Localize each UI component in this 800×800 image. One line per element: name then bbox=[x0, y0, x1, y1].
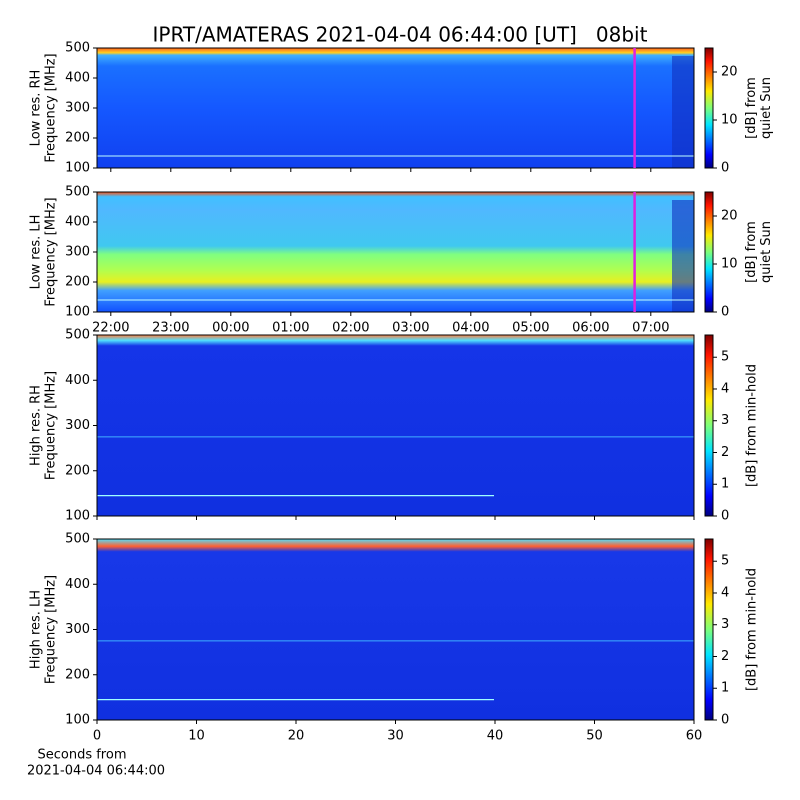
colorbar-tick-label: 0 bbox=[721, 713, 729, 728]
colorbar-tick-label: 0 bbox=[721, 161, 729, 176]
x-tick-label: 30 bbox=[387, 729, 404, 744]
colorbar-tick-label: 4 bbox=[721, 585, 729, 600]
y-tick-label: 200 bbox=[65, 131, 90, 146]
x-tick-label: 10 bbox=[188, 729, 205, 744]
colorbar-label: [dB] from bbox=[744, 77, 759, 139]
y-tick-label: 100 bbox=[65, 509, 90, 524]
spectrogram-image bbox=[97, 48, 694, 168]
y-axis-label: Frequency [MHz] bbox=[44, 371, 59, 480]
colorbar-tick-label: 0 bbox=[721, 305, 729, 320]
y-axis-label: High res. RH bbox=[29, 385, 44, 466]
x-tick-label: 02:00 bbox=[332, 321, 369, 336]
colorbar bbox=[704, 334, 714, 517]
y-tick-label: 500 bbox=[65, 185, 90, 200]
colorbar-label: [dB] from bbox=[744, 221, 759, 283]
colorbar-tick-label: 2 bbox=[721, 649, 729, 664]
y-tick-label: 300 bbox=[65, 101, 90, 116]
x-tick-label: 06:00 bbox=[572, 321, 609, 336]
colorbar-tick-label: 0 bbox=[721, 509, 729, 524]
colorbar-label: [dB] from min-hold bbox=[745, 364, 760, 487]
colorbar bbox=[704, 47, 714, 169]
y-tick-label: 300 bbox=[65, 245, 90, 260]
y-tick-label: 400 bbox=[65, 373, 90, 388]
y-axis-label: Low res. RH bbox=[29, 70, 44, 147]
y-tick-label: 200 bbox=[65, 667, 90, 682]
spectrogram-image bbox=[97, 192, 694, 312]
colorbar-tick-label: 10 bbox=[721, 257, 738, 272]
y-axis-label: Frequency [MHz] bbox=[44, 197, 59, 306]
x-tick-label: 50 bbox=[586, 729, 603, 744]
spectrogram-edge bbox=[672, 200, 694, 312]
spectrogram-image bbox=[97, 539, 694, 720]
x-tick-label: 40 bbox=[487, 729, 504, 744]
spectrogram-edge bbox=[672, 56, 694, 168]
y-tick-label: 400 bbox=[65, 577, 90, 592]
y-tick-label: 500 bbox=[65, 41, 90, 56]
colorbar-tick-label: 10 bbox=[721, 113, 738, 128]
x-tick-label: 07:00 bbox=[632, 321, 669, 336]
colorbar bbox=[704, 538, 714, 721]
colorbar-tick-label: 1 bbox=[721, 477, 729, 492]
y-tick-label: 100 bbox=[65, 161, 90, 176]
y-tick-label: 500 bbox=[65, 532, 90, 547]
y-tick-label: 200 bbox=[65, 275, 90, 290]
y-axis-label: High res. LH bbox=[29, 590, 44, 669]
x-tick-label: 04:00 bbox=[452, 321, 489, 336]
colorbar-tick-label: 1 bbox=[721, 681, 729, 696]
y-tick-label: 100 bbox=[65, 305, 90, 320]
y-tick-label: 500 bbox=[65, 328, 90, 343]
y-axis-label: Frequency [MHz] bbox=[44, 53, 59, 162]
colorbar-tick-label: 5 bbox=[721, 350, 729, 365]
x-tick-label: 22:00 bbox=[92, 321, 129, 336]
x-tick-label: 05:00 bbox=[512, 321, 549, 336]
y-axis-label: Low res. LH bbox=[29, 215, 44, 290]
colorbar-label: quiet Sun bbox=[759, 77, 774, 139]
colorbar-label: [dB] from min-hold bbox=[745, 568, 760, 691]
y-tick-label: 400 bbox=[65, 71, 90, 86]
colorbar-tick-label: 2 bbox=[721, 445, 729, 460]
colorbar-tick-label: 4 bbox=[721, 381, 729, 396]
y-tick-label: 300 bbox=[65, 418, 90, 433]
y-tick-label: 300 bbox=[65, 622, 90, 637]
x-tick-label: 20 bbox=[288, 729, 305, 744]
x-tick-label: 00:00 bbox=[212, 321, 249, 336]
x-axis-label: Seconds from bbox=[37, 748, 126, 763]
y-tick-label: 400 bbox=[65, 215, 90, 230]
x-tick-label: 0 bbox=[93, 729, 101, 744]
colorbar-tick-label: 3 bbox=[721, 413, 729, 428]
colorbar-tick-label: 20 bbox=[721, 65, 738, 80]
chart-title: IPRT/AMATERAS 2021-04-04 06:44:00 [UT] 0… bbox=[153, 23, 648, 47]
x-tick-label: 23:00 bbox=[152, 321, 189, 336]
x-axis-label: 2021-04-04 06:44:00 bbox=[27, 764, 165, 779]
x-tick-label: 60 bbox=[686, 729, 703, 744]
colorbar-tick-label: 5 bbox=[721, 554, 729, 569]
colorbar-label: quiet Sun bbox=[759, 221, 774, 283]
x-tick-label: 03:00 bbox=[392, 321, 429, 336]
colorbar bbox=[704, 191, 714, 313]
y-tick-label: 200 bbox=[65, 463, 90, 478]
colorbar-tick-label: 20 bbox=[721, 209, 738, 224]
y-tick-label: 100 bbox=[65, 713, 90, 728]
y-axis-label: Frequency [MHz] bbox=[44, 575, 59, 684]
spectrogram-image bbox=[97, 335, 694, 516]
colorbar-tick-label: 3 bbox=[721, 617, 729, 632]
x-tick-label: 01:00 bbox=[272, 321, 309, 336]
